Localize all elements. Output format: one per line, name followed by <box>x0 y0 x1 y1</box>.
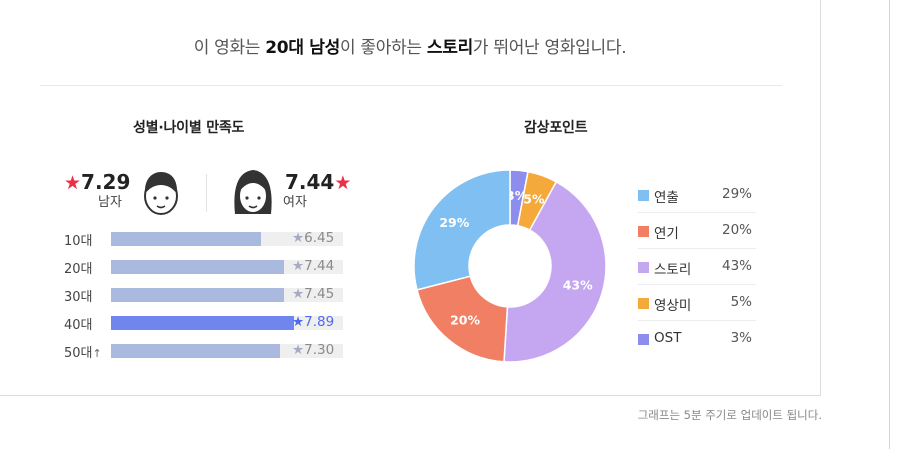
score-bar-fill <box>111 288 284 302</box>
legend-name: OST <box>654 330 682 346</box>
legend-value: 29% <box>721 186 752 202</box>
score-bar-track <box>111 260 343 274</box>
audience-summary: 이 영화는 20대 남성이 좋아하는 스토리가 뛰어난 영화입니다. <box>0 33 820 58</box>
age-label: 50대↑ <box>64 342 102 361</box>
donut-slice-label: 5% <box>523 192 545 207</box>
summary-demographic: 20대 남성 <box>265 38 340 58</box>
score-bar-fill <box>111 232 261 246</box>
rating-card: 이 영화는 20대 남성이 좋아하는 스토리가 뛰어난 영화입니다. 성별·나이… <box>0 0 821 396</box>
legend-separator <box>638 248 756 249</box>
donut-slice-label: 20% <box>450 312 480 327</box>
legend-item: OST 3% <box>638 330 756 350</box>
age-score-value: 7.45 <box>304 286 335 302</box>
male-face-icon <box>144 172 178 215</box>
male-label: 남자 <box>98 195 122 210</box>
age-score: ★6.45 <box>292 230 334 246</box>
age-score-value: 7.30 <box>304 342 335 358</box>
points-title: 감상포인트 <box>524 120 588 136</box>
score-bar-track <box>111 288 343 302</box>
summary-prefix: 이 영화는 <box>193 38 266 58</box>
legend-separator <box>638 284 756 285</box>
age-row: 10대 ★6.45 <box>64 229 364 249</box>
male-score: ★7.29 <box>64 170 130 194</box>
gender-divider <box>206 174 207 212</box>
legend-separator <box>638 320 756 321</box>
legend-name: 스토리 <box>654 262 692 278</box>
summary-suffix: 가 뛰어난 영화입니다. <box>472 38 627 58</box>
legend-value: 20% <box>721 222 752 238</box>
score-bar-fill <box>111 316 295 330</box>
score-bar-track <box>111 316 343 330</box>
legend-swatch <box>638 334 649 345</box>
star-icon: ★ <box>292 230 305 246</box>
star-icon: ★ <box>64 172 82 194</box>
donut-slice-label: 29% <box>439 215 469 230</box>
legend-swatch <box>638 226 649 237</box>
divider <box>40 85 782 86</box>
update-note: 그래프는 5분 주기로 업데이트 됩니다. <box>637 408 822 422</box>
star-icon: ★ <box>334 172 352 194</box>
age-score: ★7.30 <box>292 342 334 358</box>
star-icon: ★ <box>292 342 305 358</box>
donut-slice-스토리 <box>503 180 607 363</box>
satisfaction-title: 성별·나이별 만족도 <box>133 120 245 136</box>
legend-value: 43% <box>721 258 752 274</box>
summary-point: 스토리 <box>426 38 473 58</box>
legend-name: 연출 <box>654 190 679 206</box>
legend-value: 5% <box>730 294 752 310</box>
age-label-text: 20대 <box>64 262 93 277</box>
age-label: 10대 <box>64 230 93 249</box>
age-row: 50대↑ ★7.30 <box>64 341 364 361</box>
legend-item: 스토리 43% <box>638 258 756 278</box>
star-icon: ★ <box>292 286 305 302</box>
legend-item: 연출 29% <box>638 186 756 206</box>
score-bar-track <box>111 344 343 358</box>
legend-item: 영상미 5% <box>638 294 756 314</box>
age-label: 30대 <box>64 286 93 305</box>
legend-value: 3% <box>730 330 752 346</box>
female-face-icon <box>234 170 272 214</box>
age-row: 40대 ★7.89 <box>64 313 364 333</box>
age-score: ★7.44 <box>292 258 334 274</box>
legend-swatch <box>638 190 649 201</box>
legend-swatch <box>638 298 649 309</box>
age-label: 40대 <box>64 314 93 333</box>
age-label-text: 50대 <box>64 346 93 361</box>
legend-separator <box>638 212 756 213</box>
donut-slice-label: 43% <box>563 278 593 293</box>
score-bar-fill <box>111 260 284 274</box>
age-score-value: 7.89 <box>304 314 335 330</box>
age-score-value: 6.45 <box>304 230 335 246</box>
legend-swatch <box>638 262 649 273</box>
age-score-value: 7.44 <box>304 258 335 274</box>
age-label-text: 10대 <box>64 234 93 249</box>
age-label-text: 40대 <box>64 318 93 333</box>
score-bar-fill <box>111 344 281 358</box>
male-score-value: 7.29 <box>81 170 131 194</box>
score-bar-track <box>111 232 343 246</box>
star-icon: ★ <box>292 258 305 274</box>
viewing-points-donut-chart: 3%5%43%20%29% <box>413 169 607 363</box>
age-score: ★7.89 <box>292 314 334 330</box>
donut-slice-연기 <box>416 275 509 363</box>
star-icon: ★ <box>292 314 305 330</box>
summary-middle: 이 좋아하는 <box>339 38 427 58</box>
legend-name: 영상미 <box>654 298 692 314</box>
female-score-value: 7.44 <box>285 170 335 194</box>
page-edge-rule <box>889 0 890 449</box>
donut-slice-연출 <box>413 169 511 291</box>
up-arrow-icon: ↑ <box>92 347 102 360</box>
age-label-text: 30대 <box>64 290 93 305</box>
legend-item: 연기 20% <box>638 222 756 242</box>
female-label: 여자 <box>283 195 307 210</box>
age-score: ★7.45 <box>292 286 334 302</box>
age-row: 30대 ★7.45 <box>64 285 364 305</box>
age-row: 20대 ★7.44 <box>64 257 364 277</box>
female-score: 7.44★ <box>285 170 351 194</box>
age-label: 20대 <box>64 258 93 277</box>
legend-name: 연기 <box>654 226 679 242</box>
